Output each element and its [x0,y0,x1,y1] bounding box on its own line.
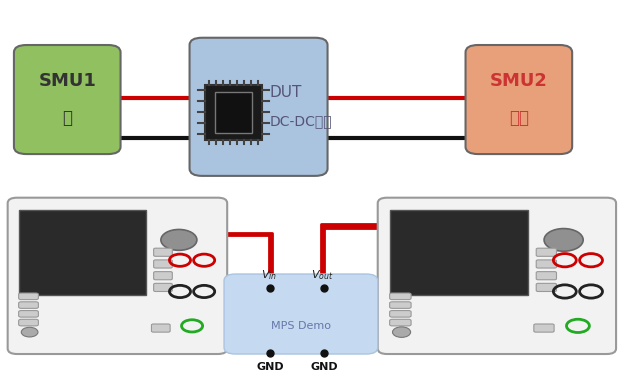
FancyBboxPatch shape [19,319,38,326]
Circle shape [21,327,38,337]
Circle shape [544,229,583,251]
FancyBboxPatch shape [534,324,554,332]
Circle shape [392,327,411,337]
FancyBboxPatch shape [190,38,328,176]
Text: 源: 源 [62,109,72,127]
FancyBboxPatch shape [8,198,227,354]
FancyBboxPatch shape [389,310,411,317]
Text: $V_{out}$: $V_{out}$ [311,268,334,282]
FancyBboxPatch shape [389,210,528,295]
FancyBboxPatch shape [19,310,38,317]
FancyBboxPatch shape [19,302,38,309]
Text: DC-DC芯片: DC-DC芯片 [270,114,332,128]
FancyBboxPatch shape [536,272,556,280]
FancyBboxPatch shape [215,92,252,133]
FancyBboxPatch shape [19,293,38,300]
FancyBboxPatch shape [154,248,173,256]
Text: SMU1: SMU1 [38,72,96,91]
FancyBboxPatch shape [389,319,411,326]
Text: MPS Demo: MPS Demo [271,321,331,331]
FancyBboxPatch shape [536,283,556,291]
Circle shape [161,230,197,250]
FancyBboxPatch shape [14,45,120,154]
FancyBboxPatch shape [536,260,556,268]
FancyBboxPatch shape [154,283,173,291]
FancyBboxPatch shape [389,293,411,300]
FancyBboxPatch shape [466,45,572,154]
Text: GND: GND [256,362,284,372]
FancyBboxPatch shape [151,324,170,332]
FancyBboxPatch shape [154,260,173,268]
Text: DUT: DUT [270,85,302,100]
Text: GND: GND [310,362,338,372]
Text: $V_{in}$: $V_{in}$ [261,268,277,282]
FancyBboxPatch shape [389,302,411,309]
FancyBboxPatch shape [154,272,173,280]
FancyBboxPatch shape [224,274,378,354]
FancyBboxPatch shape [19,210,146,295]
Text: SMU2: SMU2 [490,72,547,91]
FancyBboxPatch shape [378,198,616,354]
Text: 負載: 負載 [509,109,529,127]
FancyBboxPatch shape [536,248,556,256]
FancyBboxPatch shape [205,85,261,140]
